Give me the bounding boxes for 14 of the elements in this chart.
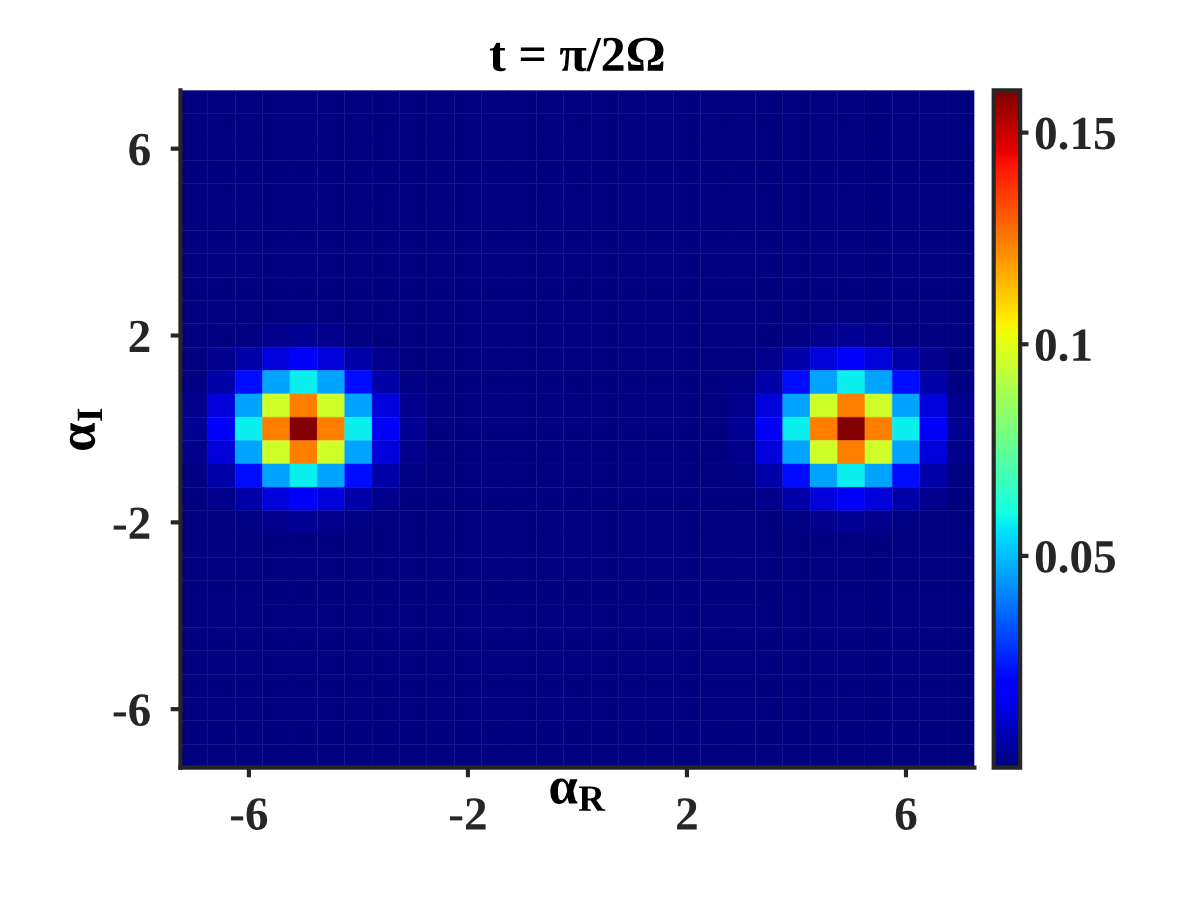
x-tick-label: -6 bbox=[230, 798, 268, 830]
y-tick-label: 2 bbox=[129, 320, 150, 352]
x-axis-title: α$_{R}$ bbox=[550, 778, 606, 811]
y-tick-label: 6 bbox=[129, 133, 150, 166]
color-bar-label: 0.1 bbox=[1035, 329, 1091, 362]
y-tick-label: -6 bbox=[113, 694, 150, 727]
x-tick-label: 2 bbox=[677, 798, 697, 830]
color-bar-label: 0.15 bbox=[1035, 117, 1115, 150]
chart-title: t = π/2Ω bbox=[490, 37, 664, 72]
color-bar-label: 0.05 bbox=[1035, 540, 1115, 573]
y-tick-label: -2 bbox=[113, 507, 150, 539]
x-tick-label: 6 bbox=[895, 798, 917, 830]
y-axis-title: α$_{I}$ bbox=[69, 408, 102, 450]
x-tick-label: -2 bbox=[449, 798, 486, 830]
